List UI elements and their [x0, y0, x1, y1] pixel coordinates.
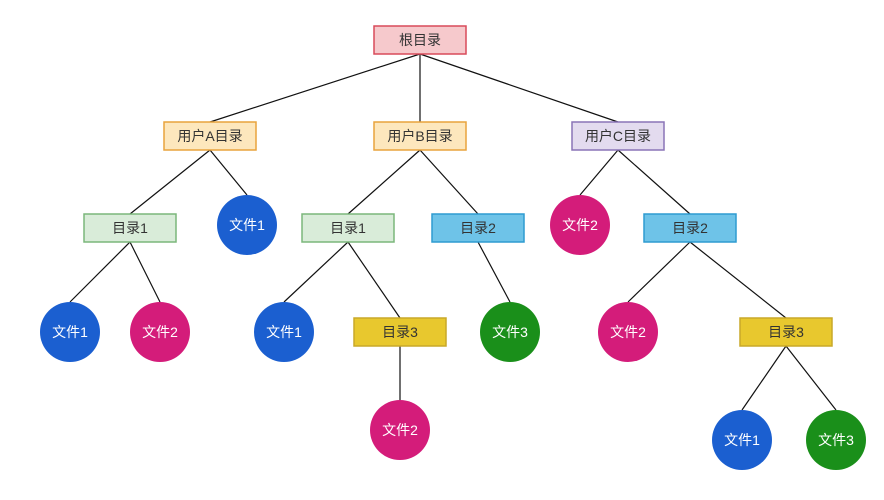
node-c_dir3: 目录3: [740, 318, 832, 346]
node-label-b_dir3: 目录3: [382, 324, 418, 340]
edge-a_dir1-a_f1b: [70, 242, 130, 302]
node-label-b_dir1: 目录1: [330, 220, 366, 236]
node-b_f1: 文件1: [254, 302, 314, 362]
node-label-a_f1: 文件1: [229, 217, 265, 233]
directory-tree-diagram: 根目录用户A目录 用户B目录 用户C目录目录1 文件1 目录1 目录2 文件2 目录2 文件1 文…: [0, 0, 884, 500]
node-a_f2: 文件2: [130, 302, 190, 362]
node-root: 根目录: [374, 26, 466, 54]
edge-userA-a_dir1: [130, 150, 210, 214]
node-label-b_f1: 文件1: [266, 324, 302, 340]
node-a_dir1: 目录1: [84, 214, 176, 242]
node-c_dir2: 目录2: [644, 214, 736, 242]
node-a_f1: 文件1: [217, 195, 277, 255]
node-userA: 用户A目录: [164, 122, 256, 150]
node-b_dir2: 目录2: [432, 214, 524, 242]
edge-root-userA: [210, 54, 420, 122]
edge-c_dir3-c_f3: [786, 346, 836, 410]
node-label-a_dir1: 目录1: [112, 220, 148, 236]
node-label-c_f2: 文件2: [562, 217, 598, 233]
node-userB: 用户B目录: [374, 122, 466, 150]
node-b_f2: 文件2: [370, 400, 430, 460]
edge-userC-c_f2: [580, 150, 618, 195]
edge-userB-b_dir1: [348, 150, 420, 214]
edge-c_dir2-c_dir3: [690, 242, 786, 318]
edge-b_dir1-b_f1: [284, 242, 348, 302]
edge-userA-a_f1: [210, 150, 247, 195]
node-label-userA: 用户A目录: [177, 128, 242, 144]
edge-c_dir3-c_f1: [742, 346, 786, 410]
node-label-b_f2: 文件2: [382, 422, 418, 438]
node-b_f3: 文件3: [480, 302, 540, 362]
node-b_dir1: 目录1: [302, 214, 394, 242]
edge-userC-c_dir2: [618, 150, 690, 214]
node-label-b_dir2: 目录2: [460, 220, 496, 236]
node-c_f1: 文件1: [712, 410, 772, 470]
edge-b_dir2-b_f3: [478, 242, 510, 302]
node-c_f2b: 文件2: [598, 302, 658, 362]
edge-c_dir2-c_f2b: [628, 242, 690, 302]
node-label-a_f2: 文件2: [142, 324, 178, 340]
node-label-root: 根目录: [399, 32, 441, 48]
node-label-b_f3: 文件3: [492, 324, 528, 340]
node-b_dir3: 目录3: [354, 318, 446, 346]
edge-root-userC: [420, 54, 618, 122]
node-userC: 用户C目录: [572, 122, 664, 150]
node-label-c_f1: 文件1: [724, 432, 760, 448]
edge-b_dir1-b_dir3: [348, 242, 400, 318]
node-c_f3: 文件3: [806, 410, 866, 470]
node-label-c_f3: 文件3: [818, 432, 854, 448]
edge-a_dir1-a_f2: [130, 242, 160, 302]
node-label-userC: 用户C目录: [585, 128, 651, 144]
edge-userB-b_dir2: [420, 150, 478, 214]
node-label-userB: 用户B目录: [387, 128, 452, 144]
node-label-a_f1b: 文件1: [52, 324, 88, 340]
node-c_f2: 文件2: [550, 195, 610, 255]
node-label-c_f2b: 文件2: [610, 324, 646, 340]
nodes-group: 根目录用户A目录 用户B目录 用户C目录目录1 文件1 目录1 目录2 文件2 目录2 文件1 文…: [40, 26, 866, 470]
node-label-c_dir2: 目录2: [672, 220, 708, 236]
node-label-c_dir3: 目录3: [768, 324, 804, 340]
node-a_f1b: 文件1: [40, 302, 100, 362]
